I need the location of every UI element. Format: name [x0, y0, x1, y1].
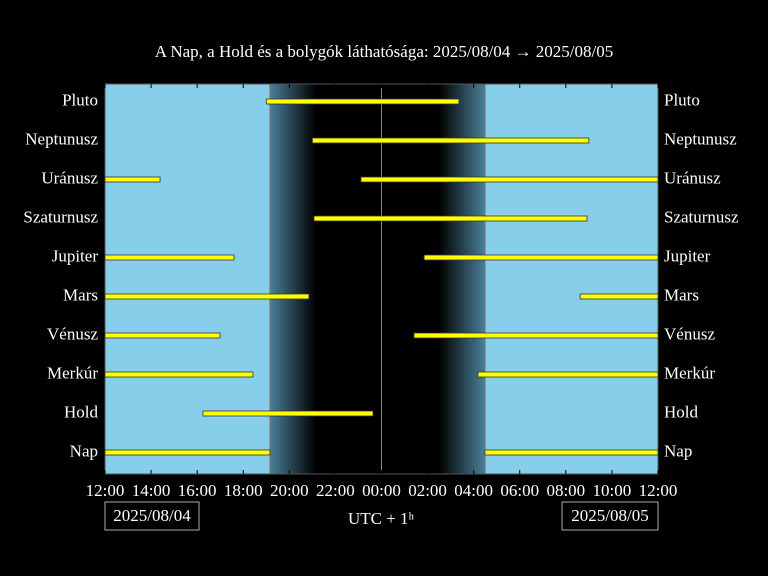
- x-tick-label: 12:00: [86, 481, 125, 500]
- visibility-bar: [104, 254, 235, 261]
- x-tick-label: 06:00: [500, 481, 539, 500]
- body-label: Vénusz: [664, 324, 715, 343]
- x-tick-label: 22:00: [316, 481, 355, 500]
- body-label: Mars: [664, 285, 699, 304]
- date-box: [561, 501, 659, 531]
- visibility-bar: [579, 293, 659, 300]
- visibility-bar: [423, 254, 659, 261]
- body-label: Neptunusz: [664, 129, 737, 148]
- x-tick-label: 08:00: [546, 481, 585, 500]
- body-label: Jupiter: [52, 246, 99, 265]
- visibility-bar: [484, 449, 659, 456]
- x-tick-label: 04:00: [454, 481, 493, 500]
- visibility-bar: [104, 371, 254, 378]
- twilight: [269, 84, 317, 474]
- body-label: Uránusz: [664, 168, 721, 187]
- visibility-bar: [265, 98, 460, 105]
- body-label: Neptunusz: [25, 129, 98, 148]
- body-label: Szaturnusz: [23, 207, 98, 226]
- visibility-bar: [104, 293, 310, 300]
- x-tick-label: 18:00: [224, 481, 263, 500]
- x-tick-label: 00:00: [362, 481, 401, 500]
- x-axis-label: UTC + 1ʰ: [348, 509, 415, 528]
- x-tick-label: 14:00: [132, 481, 171, 500]
- date-box: [104, 501, 200, 531]
- body-label: Jupiter: [664, 246, 711, 265]
- body-label: Hold: [664, 402, 699, 421]
- body-label: Nap: [664, 441, 692, 460]
- day-area: [105, 84, 270, 474]
- body-label: Szaturnusz: [664, 207, 739, 226]
- body-label: Mars: [63, 285, 98, 304]
- body-label: Vénusz: [47, 324, 98, 343]
- x-tick-label: 10:00: [593, 481, 632, 500]
- date-label: 2025/08/04: [113, 506, 191, 525]
- visibility-bar: [413, 332, 659, 339]
- day-area: [484, 84, 658, 474]
- body-label: Pluto: [664, 90, 700, 109]
- x-tick-label: 16:00: [178, 481, 217, 500]
- x-tick-label: 02:00: [408, 481, 447, 500]
- visibility-bar: [104, 176, 161, 183]
- date-label: 2025/08/05: [571, 506, 648, 525]
- body-label: Pluto: [62, 90, 98, 109]
- x-tick-label: 12:00: [639, 481, 678, 500]
- chart-title: A Nap, a Hold és a bolygók láthatósága: …: [155, 42, 613, 61]
- x-tick-label: 20:00: [270, 481, 309, 500]
- body-label: Merkúr: [664, 363, 715, 382]
- visibility-bar: [104, 332, 221, 339]
- body-label: Hold: [64, 402, 99, 421]
- visibility-bar: [202, 410, 374, 417]
- visibility-bar: [360, 176, 659, 183]
- body-label: Nap: [70, 441, 98, 460]
- body-label: Uránusz: [41, 168, 98, 187]
- visibility-bar: [477, 371, 659, 378]
- visibility-bar: [313, 215, 588, 222]
- visibility-bar: [311, 137, 590, 144]
- visibility-bar: [104, 449, 271, 456]
- body-label: Merkúr: [47, 363, 98, 382]
- twilight: [438, 84, 485, 474]
